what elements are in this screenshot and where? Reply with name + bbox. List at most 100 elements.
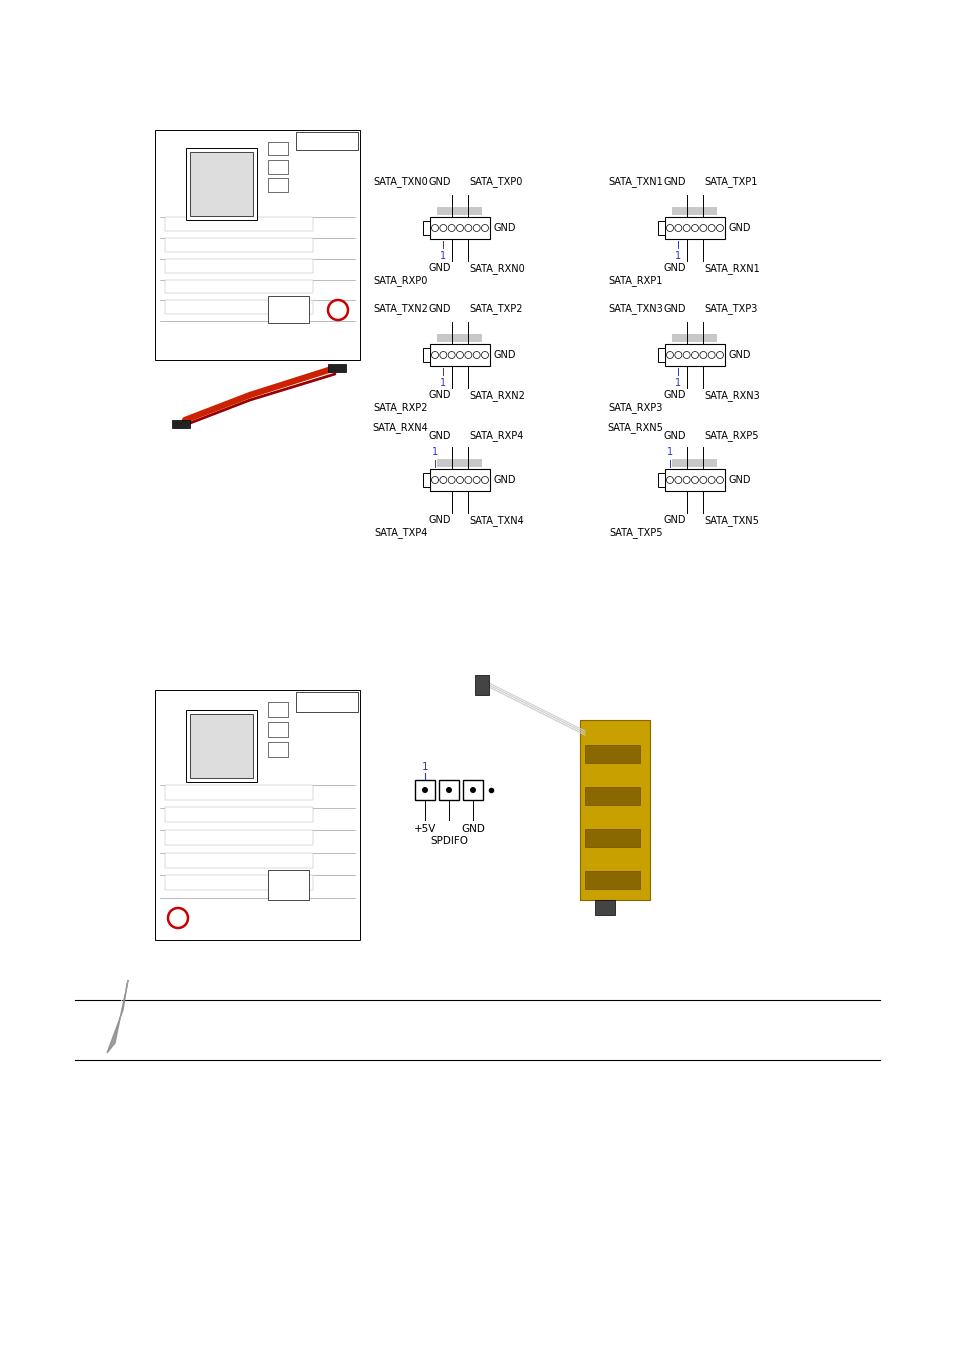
Text: SATA_RXN4: SATA_RXN4 <box>372 423 428 433</box>
Bar <box>422 348 430 362</box>
Circle shape <box>682 351 689 359</box>
Circle shape <box>448 224 455 231</box>
Bar <box>595 900 615 915</box>
Text: GND: GND <box>428 431 451 441</box>
Bar <box>268 159 288 174</box>
Bar <box>154 130 359 360</box>
Circle shape <box>716 477 722 483</box>
Text: GND: GND <box>428 390 451 400</box>
Bar <box>154 690 359 940</box>
Circle shape <box>439 351 446 359</box>
Circle shape <box>431 351 438 359</box>
Circle shape <box>682 224 689 231</box>
Circle shape <box>431 477 438 483</box>
Text: GND: GND <box>428 177 451 188</box>
Bar <box>658 472 664 487</box>
Circle shape <box>456 477 463 483</box>
Bar <box>165 784 313 801</box>
Text: 1: 1 <box>421 761 428 772</box>
Circle shape <box>473 477 479 483</box>
Bar <box>165 238 313 252</box>
Circle shape <box>439 477 446 483</box>
Text: SATA_RXP4: SATA_RXP4 <box>469 431 523 441</box>
Circle shape <box>464 351 472 359</box>
Text: SATA_TXN3: SATA_TXN3 <box>608 304 662 315</box>
Text: SATA_RXP5: SATA_RXP5 <box>703 431 758 441</box>
Text: SATA_RXP0: SATA_RXP0 <box>374 275 428 286</box>
Circle shape <box>666 351 673 359</box>
Text: SATA_TXP2: SATA_TXP2 <box>469 304 522 315</box>
Bar <box>437 333 482 342</box>
Bar <box>430 217 490 239</box>
Text: SATA_TXN0: SATA_TXN0 <box>373 176 428 188</box>
Circle shape <box>691 224 698 231</box>
Text: 1: 1 <box>432 447 437 458</box>
Bar <box>422 472 430 487</box>
Circle shape <box>448 477 455 483</box>
Text: GND: GND <box>728 475 751 485</box>
Text: SATA_TXN1: SATA_TXN1 <box>608 176 662 188</box>
Text: 1: 1 <box>675 251 680 261</box>
Text: GND: GND <box>428 304 451 315</box>
Bar <box>672 207 717 215</box>
Bar <box>664 468 724 491</box>
Bar <box>584 787 639 805</box>
Text: GND: GND <box>662 304 685 315</box>
Circle shape <box>421 787 428 792</box>
Circle shape <box>700 477 706 483</box>
Text: SATA_RXP2: SATA_RXP2 <box>374 402 428 413</box>
Circle shape <box>700 224 706 231</box>
Text: GND: GND <box>662 177 685 188</box>
Text: GND: GND <box>662 263 685 273</box>
Text: GND: GND <box>662 390 685 400</box>
Text: SATA_TXN4: SATA_TXN4 <box>469 514 523 526</box>
Text: SATA_RXN3: SATA_RXN3 <box>703 390 759 401</box>
Circle shape <box>691 477 698 483</box>
Bar <box>165 875 313 890</box>
Text: SATA_RXP1: SATA_RXP1 <box>608 275 662 286</box>
Text: 1: 1 <box>666 447 673 458</box>
Text: SATA_TXN5: SATA_TXN5 <box>703 514 758 526</box>
Bar <box>672 333 717 342</box>
Text: SATA_RXN1: SATA_RXN1 <box>703 263 759 274</box>
Bar <box>190 714 253 778</box>
Circle shape <box>446 787 452 792</box>
Bar <box>664 344 724 366</box>
Circle shape <box>707 224 715 231</box>
Circle shape <box>666 224 673 231</box>
Text: GND: GND <box>428 514 451 525</box>
Bar <box>268 702 288 717</box>
Bar <box>186 148 257 220</box>
Circle shape <box>456 351 463 359</box>
Circle shape <box>481 477 488 483</box>
Bar <box>186 710 257 782</box>
Bar <box>296 693 357 711</box>
Text: GND: GND <box>460 824 484 834</box>
Text: 1: 1 <box>439 378 446 387</box>
Bar <box>165 259 313 273</box>
Circle shape <box>481 351 488 359</box>
Bar <box>268 142 288 155</box>
Bar <box>268 743 288 757</box>
Circle shape <box>674 351 681 359</box>
Bar <box>658 221 664 235</box>
Bar <box>415 780 435 801</box>
Bar <box>268 296 309 323</box>
Text: GND: GND <box>494 350 516 360</box>
Text: 1: 1 <box>439 251 446 261</box>
Text: SPDIFO: SPDIFO <box>430 836 468 846</box>
Bar <box>296 132 357 150</box>
Bar <box>430 344 490 366</box>
Bar <box>664 217 724 239</box>
Circle shape <box>456 224 463 231</box>
Circle shape <box>716 351 722 359</box>
Text: GND: GND <box>728 350 751 360</box>
Text: SATA_TXP0: SATA_TXP0 <box>469 176 522 188</box>
Circle shape <box>666 477 673 483</box>
Text: SATA_TXP5: SATA_TXP5 <box>609 526 662 537</box>
Bar <box>165 279 313 293</box>
Bar <box>437 207 482 215</box>
Bar <box>328 364 346 373</box>
Bar <box>422 221 430 235</box>
Bar <box>437 459 482 467</box>
